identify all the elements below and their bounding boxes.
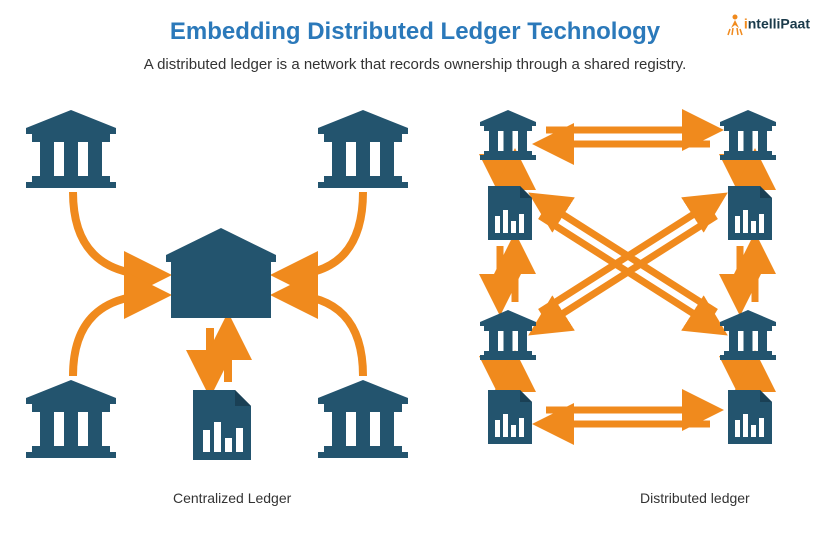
edge-br-hub	[286, 295, 363, 376]
brand-logo: intelliPaat	[726, 14, 810, 36]
centralized-caption: Centralized Ledger	[173, 490, 291, 506]
institution-icon	[480, 110, 536, 160]
logo-text-rest: ntelliPaat	[748, 16, 810, 32]
distributed-diagram: Distributed ledger	[440, 100, 810, 520]
institution-icon	[480, 310, 536, 360]
edge-right-mid-vert	[740, 246, 755, 302]
page-title: Embedding Distributed Ledger Technology	[0, 0, 830, 46]
edge-tl-vert	[500, 162, 515, 182]
institution-icon	[318, 110, 408, 188]
document-icon	[488, 390, 532, 444]
distributed-caption: Distributed ledger	[640, 490, 750, 506]
document-icon	[728, 390, 772, 444]
document-icon	[193, 390, 251, 460]
institution-icon	[26, 110, 116, 188]
hub-icon	[166, 228, 276, 318]
institution-icon	[318, 380, 408, 458]
edge-bl-vert	[500, 364, 515, 384]
edge-left-mid-vert	[500, 246, 515, 302]
centralized-svg	[18, 100, 418, 500]
edge-tl-hub	[73, 192, 156, 275]
page-subtitle: A distributed ledger is a network that r…	[0, 46, 830, 73]
distributed-svg	[440, 100, 810, 500]
institution-icon	[26, 380, 116, 458]
institution-icon	[720, 110, 776, 160]
institution-icon	[720, 310, 776, 360]
edge-tr-vert	[740, 162, 755, 182]
edge-tr-hub	[286, 192, 363, 275]
centralized-diagram: Centralized Ledger	[18, 100, 418, 520]
document-icon	[488, 186, 532, 240]
document-icon	[728, 186, 772, 240]
edge-br-vert	[740, 364, 755, 384]
edge-bl-hub	[73, 295, 156, 376]
